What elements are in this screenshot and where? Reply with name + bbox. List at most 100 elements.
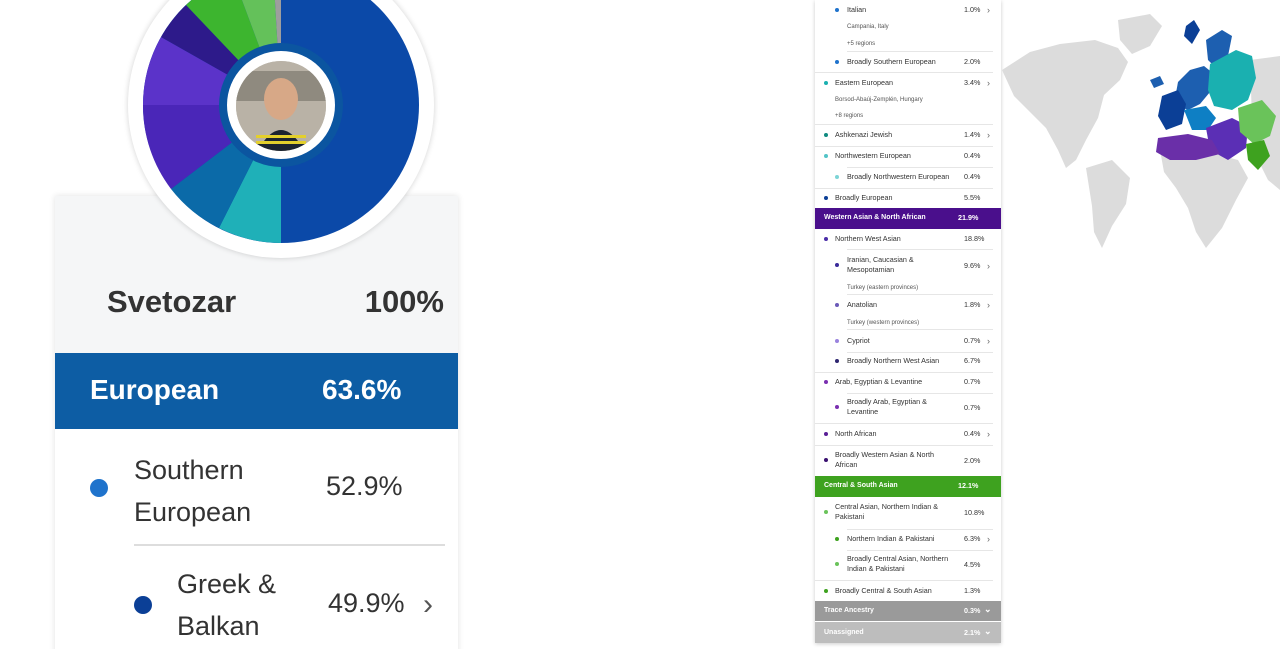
- row-northern-indian-pakistani[interactable]: Northern Indian & Pakistani 6.3% ›: [815, 534, 1001, 552]
- divider: [847, 329, 993, 330]
- row-broadly-northwestern-european[interactable]: Broadly Northwestern European 0.4%: [815, 172, 1001, 190]
- row-north-african[interactable]: North African 0.4% ›: [815, 429, 1001, 447]
- chevron-right-icon[interactable]: ›: [987, 5, 990, 15]
- chevron-right-icon[interactable]: ›: [987, 336, 990, 346]
- trace-percent: 0.3%: [964, 606, 981, 615]
- nw-asian-label: Northern West Asian: [835, 234, 901, 243]
- unassigned-percent: 2.1%: [964, 628, 981, 637]
- broadly-csa-percent: 1.3%: [964, 586, 981, 595]
- map-region-iceland: [1150, 76, 1164, 88]
- central-asian-dot: [824, 510, 828, 514]
- eastern-sub-location: Borsod-Abaúj-Zemplén, Hungary: [835, 97, 923, 103]
- anatolian-dot: [835, 303, 839, 307]
- northern-indian-dot: [835, 537, 839, 541]
- divider: [815, 188, 993, 189]
- chevron-right-icon[interactable]: ›: [987, 534, 990, 544]
- row-ashkenazi-jewish[interactable]: Ashkenazi Jewish 1.4% ›: [815, 130, 1001, 148]
- map-region-western-europe: [1158, 90, 1186, 130]
- arab-label: Arab, Egyptian & Levantine: [835, 377, 923, 386]
- row-italian[interactable]: Italian 1.0% › Campania, Italy +5 region…: [815, 4, 1001, 52]
- row-eastern-european[interactable]: Eastern European 3.4% › Borsod-Abaúj-Zem…: [815, 78, 1001, 126]
- iranian-label: Iranian, Caucasian & Mesopotamian: [847, 255, 914, 274]
- map-region-balkans: [1184, 106, 1216, 130]
- cypriot-dot: [835, 339, 839, 343]
- trace-ancestry-header[interactable]: Trace Ancestry 0.3% ⌄: [815, 601, 1001, 621]
- map-land-greenland: [1118, 14, 1162, 54]
- southern-european-label: Southern European: [134, 455, 252, 527]
- row-broadly-arab-egyptian-levantine[interactable]: Broadly Arab, Egyptian & Levantine 0.7%: [815, 397, 1001, 425]
- broadly-southern-percent: 2.0%: [964, 57, 981, 66]
- italian-sub-location: Campania, Italy: [847, 24, 889, 30]
- row-broadly-northern-west-asian[interactable]: Broadly Northern West Asian 6.7%: [815, 356, 1001, 374]
- broadly-central-asian-percent: 4.5%: [964, 560, 981, 569]
- row-iranian-caucasian-mesopotamian[interactable]: Iranian, Caucasian & Mesopotamian 9.6% ›…: [815, 255, 1001, 295]
- italian-dot: [835, 8, 839, 12]
- broadly-northwestern-dot: [835, 175, 839, 179]
- ashkenazi-percent: 1.4%: [964, 130, 981, 139]
- chevron-right-icon[interactable]: ›: [423, 588, 433, 621]
- broadly-csa-label: Broadly Central & South Asian: [835, 586, 932, 595]
- profile-total-percent: 100%: [364, 284, 444, 319]
- row-broadly-southern-european[interactable]: Broadly Southern European 2.0%: [815, 57, 1001, 73]
- divider: [847, 529, 993, 530]
- broadly-southern-label: Broadly Southern European: [847, 57, 936, 66]
- row-broadly-central-south-asian[interactable]: Broadly Central & South Asian 1.3%: [815, 586, 1001, 600]
- divider: [815, 146, 993, 147]
- row-central-asian-northern-indian-pakistani[interactable]: Central Asian, Northern Indian & Pakista…: [815, 502, 1001, 530]
- row-greek-balkan[interactable]: Greek & Balkan 49.9% ›: [55, 546, 458, 649]
- italian-sub-regions[interactable]: +5 regions: [847, 41, 876, 47]
- divider: [847, 294, 993, 295]
- chevron-right-icon[interactable]: ›: [987, 78, 990, 88]
- anatolian-percent: 1.8%: [964, 300, 981, 309]
- broadly-nwa-label: Broadly Northern West Asian: [847, 356, 940, 365]
- ashkenazi-dot: [824, 133, 828, 137]
- region-central-south-asian-header[interactable]: Central & South Asian 12.1%: [815, 476, 1001, 497]
- broadly-northwestern-label: Broadly Northwestern European: [847, 172, 950, 181]
- wana-label: Western Asian & North African: [824, 214, 926, 221]
- avatar-photo: [236, 61, 326, 151]
- row-broadly-western-asian-north-african[interactable]: Broadly Western Asian & North African 2.…: [815, 450, 1001, 476]
- north-african-percent: 0.4%: [964, 429, 981, 438]
- arab-dot: [824, 380, 828, 384]
- chevron-down-icon[interactable]: ⌄: [984, 604, 992, 614]
- divider: [847, 393, 993, 394]
- map-region-eastern-europe: [1208, 50, 1256, 110]
- chevron-down-icon[interactable]: ⌄: [984, 626, 992, 636]
- row-northern-west-asian[interactable]: Northern West Asian 18.8%: [815, 234, 1001, 250]
- map-region-north-africa: [1156, 134, 1220, 160]
- row-broadly-european[interactable]: Broadly European 5.5%: [815, 193, 1001, 207]
- eastern-european-percent: 3.4%: [964, 78, 981, 87]
- broadly-central-asian-label: Broadly Central Asian, Northern Indian &…: [847, 554, 949, 573]
- divider: [815, 445, 993, 446]
- unassigned-label: Unassigned: [824, 629, 864, 636]
- region-european-header[interactable]: European 63.6%: [55, 353, 458, 429]
- nw-asian-percent: 18.8%: [964, 234, 985, 243]
- eastern-sub-regions[interactable]: +8 regions: [835, 113, 864, 119]
- row-arab-egyptian-levantine[interactable]: Arab, Egyptian & Levantine 0.7%: [815, 377, 1001, 395]
- chevron-right-icon[interactable]: ›: [987, 300, 990, 310]
- row-southern-european[interactable]: Southern European 52.9%: [55, 429, 458, 545]
- region-western-asian-north-african-header[interactable]: Western Asian & North African 21.9%: [815, 208, 1001, 229]
- row-northwestern-european[interactable]: Northwestern European 0.4%: [815, 151, 1001, 169]
- row-anatolian[interactable]: Anatolian 1.8% › Turkey (western provinc…: [815, 300, 1001, 330]
- ashkenazi-label: Ashkenazi Jewish: [835, 130, 893, 139]
- region-european-percent: 63.6%: [322, 374, 402, 405]
- map-region-south-asia: [1246, 140, 1270, 170]
- map-land-north-america: [1002, 40, 1128, 168]
- cypriot-label: Cypriot: [847, 336, 870, 345]
- row-cypriot[interactable]: Cypriot 0.7% ›: [815, 336, 1001, 354]
- broadly-arab-dot: [835, 405, 839, 409]
- unassigned-header[interactable]: Unassigned 2.1% ⌄: [815, 622, 1001, 643]
- northern-indian-percent: 6.3%: [964, 534, 981, 543]
- row-broadly-central-asian-northern-indian-pakistani[interactable]: Broadly Central Asian, Northern Indian &…: [815, 554, 1001, 582]
- northwestern-percent: 0.4%: [964, 151, 981, 160]
- map-land-africa: [1160, 150, 1248, 248]
- profile-name: Svetozar: [107, 284, 237, 319]
- italian-percent: 1.0%: [964, 5, 981, 14]
- chevron-right-icon[interactable]: ›: [987, 429, 990, 439]
- broadly-nwa-percent: 6.7%: [964, 356, 981, 365]
- chevron-right-icon[interactable]: ›: [987, 261, 990, 271]
- chevron-right-icon[interactable]: ›: [987, 130, 990, 140]
- central-asian-percent: 10.8%: [964, 508, 985, 517]
